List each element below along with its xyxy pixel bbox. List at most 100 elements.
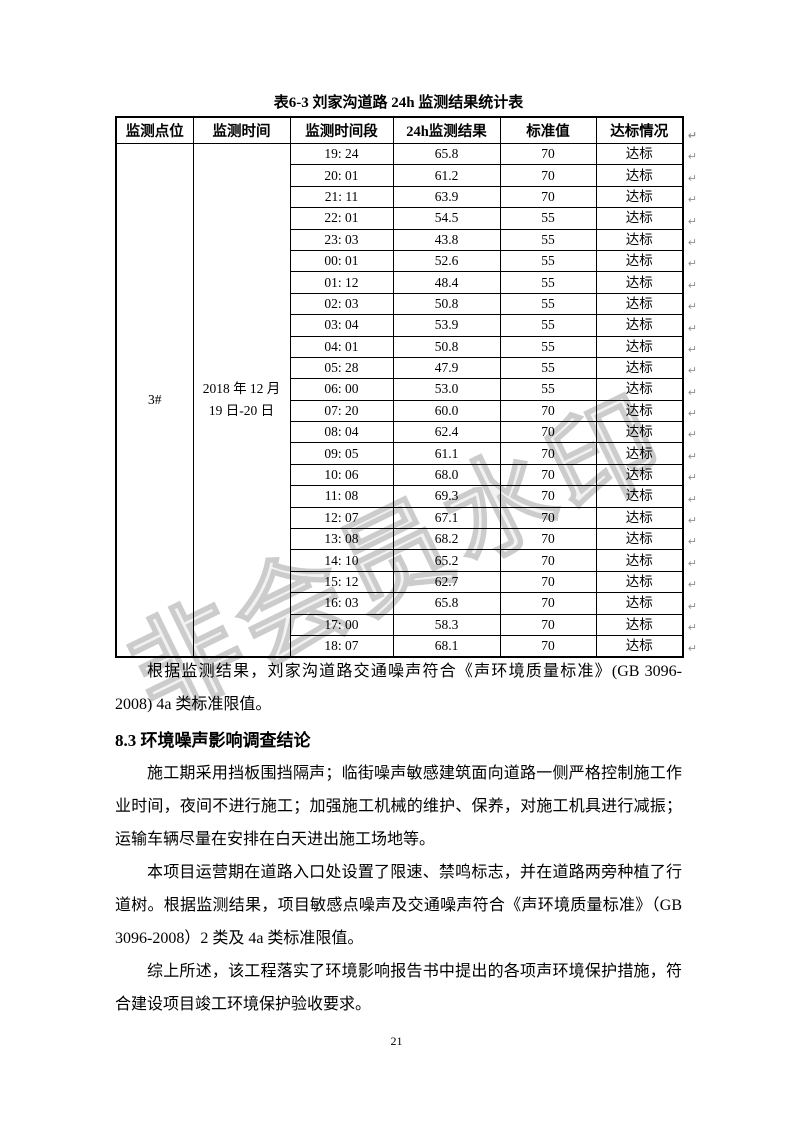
result-cell: 62.4 xyxy=(392,421,501,444)
time-slot-cell: 14: 10 xyxy=(289,549,394,572)
table-row: 07: 20 60.0 70 达标 ↵ xyxy=(116,399,697,423)
time-slot-cell: 08: 04 xyxy=(289,421,394,444)
table-row: 11: 08 69.3 70 达标 ↵ xyxy=(116,485,697,508)
time-slot-cell: 09: 05 xyxy=(289,442,394,465)
paragraph-operation-measures: 本项目运营期在道路入口处设置了限速、禁鸣标志，并在道路两旁种植了行道树。根据监测… xyxy=(115,864,682,947)
time-slot-cell: 13: 08 xyxy=(289,528,394,551)
paragraph-mark-icon: ↵ xyxy=(687,235,697,249)
result-cell: 43.8 xyxy=(392,228,501,251)
standard-value-cell: 70 xyxy=(499,421,597,444)
table-row: 17: 00 58.3 70 达标 ↵ xyxy=(116,613,697,636)
standard-value-cell: 70 xyxy=(499,549,597,572)
result-cell: 48.4 xyxy=(392,271,501,294)
column-header: 监测点位 xyxy=(115,116,194,144)
standard-value-cell: 70 xyxy=(499,142,597,166)
time-slot-cell: 11: 08 xyxy=(289,485,394,508)
page-number: 21 xyxy=(390,1034,403,1048)
body-text-block: 根据监测结果，刘家沟道路交通噪声符合《声环境质量标准》(GB 3096-2008… xyxy=(115,655,682,1021)
result-cell: 52.6 xyxy=(392,249,501,273)
standard-value-cell: 55 xyxy=(499,314,597,337)
result-cell: 67.1 xyxy=(392,506,501,530)
result-cell: 62.7 xyxy=(392,570,501,594)
result-cell: 53.9 xyxy=(392,314,501,337)
status-cell: 达标 ↵ xyxy=(595,442,697,465)
paragraph-mark-icon: ↵ xyxy=(687,385,697,399)
paragraph-mark-icon: ↵ xyxy=(687,642,697,656)
result-cell: 65.8 xyxy=(392,142,501,166)
status-cell: 达标 ↵ xyxy=(595,207,697,230)
status-cell: 达标 ↵ xyxy=(595,142,697,166)
column-header: 标准值 xyxy=(499,116,597,144)
monitoring-table-body: 3# 2018 年 12 月 19 日-20 日 19: 24 65.8 70 达标 ↵ 20:… xyxy=(115,142,697,658)
standard-value-cell: 70 xyxy=(499,506,597,530)
paragraph-mark-icon: ↵ xyxy=(687,449,697,463)
status-cell: 达标 ↵ xyxy=(595,613,697,636)
status-cell: 达标 ↵ xyxy=(595,592,697,615)
period-text-line: 2018 年 12 月 xyxy=(202,381,281,397)
column-header: 监测时间段 xyxy=(289,116,394,144)
standard-value-cell: 55 xyxy=(499,228,597,251)
time-slot-cell: 12: 07 xyxy=(289,506,394,530)
time-slot-cell: 04: 01 xyxy=(289,335,394,358)
time-slot-cell: 19: 24 xyxy=(289,142,394,166)
paragraph-mark-icon: ↵ xyxy=(687,471,697,485)
time-slot-cell: 06: 00 xyxy=(289,378,394,401)
table-row: 23: 03 43.8 55 达标 ↵ xyxy=(116,228,697,251)
time-slot-cell: 15: 12 xyxy=(289,570,394,594)
result-cell: 69.3 xyxy=(392,485,501,508)
status-cell: 达标 ↵ xyxy=(595,249,697,273)
table-row: 3# 2018 年 12 月 19 日-20 日 19: 24 65.8 70 达标 ↵ xyxy=(115,142,697,658)
standard-value-cell: 70 xyxy=(499,570,597,594)
column-header: 监测时间 xyxy=(192,116,291,144)
table-title: 表6-3 刘家沟道路 24h 监测结果统计表 xyxy=(273,95,524,111)
standard-value-cell: 55 xyxy=(499,271,597,294)
column-header: 24h监测结果 xyxy=(392,116,501,144)
status-cell: 达标 ↵ xyxy=(595,314,697,337)
status-cell: 达标 ↵ xyxy=(595,378,697,401)
paragraph-mark-icon: ↵ xyxy=(687,556,697,570)
table-row: 04: 01 50.8 55 达标 ↵ xyxy=(116,335,697,358)
result-cell: 61.2 xyxy=(392,164,501,187)
result-cell: 68.2 xyxy=(392,528,501,551)
section-heading: 8.3 环境噪声影响调查结论 xyxy=(115,731,311,750)
time-slot-cell: 05: 28 xyxy=(289,356,394,380)
table-row: 05: 28 47.9 55 达标 ↵ xyxy=(116,356,697,380)
paragraph-mark-icon: ↵ xyxy=(687,278,697,292)
result-cell: 54.5 xyxy=(392,207,501,230)
status-cell: 达标 ↵ xyxy=(595,185,697,209)
status-cell: 达标 ↵ xyxy=(595,506,697,530)
paragraph-mark-icon: ↵ xyxy=(687,535,697,549)
standard-value-cell: 55 xyxy=(499,249,597,273)
paragraph-mark-icon: ↵ xyxy=(687,257,697,271)
standard-value-cell: 70 xyxy=(499,185,597,209)
monitoring-period-cell: 2018 年 12 月 19 日-20 日 xyxy=(192,143,291,658)
result-cell: 65.2 xyxy=(392,549,501,572)
time-slot-cell: 01: 12 xyxy=(289,271,394,294)
standard-value-cell: 70 xyxy=(499,164,597,187)
status-cell: 达标 ↵ xyxy=(595,335,697,358)
status-cell: 达标 ↵ xyxy=(595,549,697,572)
paragraph-mark-icon: ↵ xyxy=(687,150,697,164)
table-header-row: 监测点位 监测时间 监测时间段 24h监测结果 标准值 达标情况 ↵ xyxy=(115,116,697,144)
status-cell: 达标 ↵ xyxy=(595,421,697,444)
result-cell: 60.0 xyxy=(392,399,501,423)
status-cell: 达标 ↵ xyxy=(595,463,697,487)
standard-value-cell: 55 xyxy=(499,335,597,358)
paragraph-construction-measures: 施工期采用挡板围挡隔声；临街噪声敏感建筑面向道路一侧严格控制施工作业时间，夜间不… xyxy=(115,765,682,848)
time-slot-cell: 22: 01 xyxy=(289,207,394,230)
time-slot-cell: 17: 00 xyxy=(289,613,394,636)
time-slot-cell: 02: 03 xyxy=(289,292,394,316)
result-cell: 68.1 xyxy=(392,634,501,658)
time-slot-cell: 03: 04 xyxy=(289,314,394,337)
paragraph-after-table: 根据监测结果，刘家沟道路交通噪声符合《声环境质量标准》(GB 3096-2008… xyxy=(115,663,682,713)
standard-value-cell: 70 xyxy=(499,399,597,423)
table-row: 15: 12 62.7 70 达标 ↵ xyxy=(116,570,697,594)
paragraph-mark-icon: ↵ xyxy=(687,214,697,228)
table-row: 18: 07 68.1 70 达标 ↵ xyxy=(116,634,697,658)
status-cell: 达标 ↵ xyxy=(595,271,697,294)
status-cell: 达标 ↵ xyxy=(595,634,697,658)
status-cell: 达标 ↵ xyxy=(595,164,697,187)
status-cell: 达标 ↵ xyxy=(595,228,697,251)
standard-value-cell: 55 xyxy=(499,356,597,380)
